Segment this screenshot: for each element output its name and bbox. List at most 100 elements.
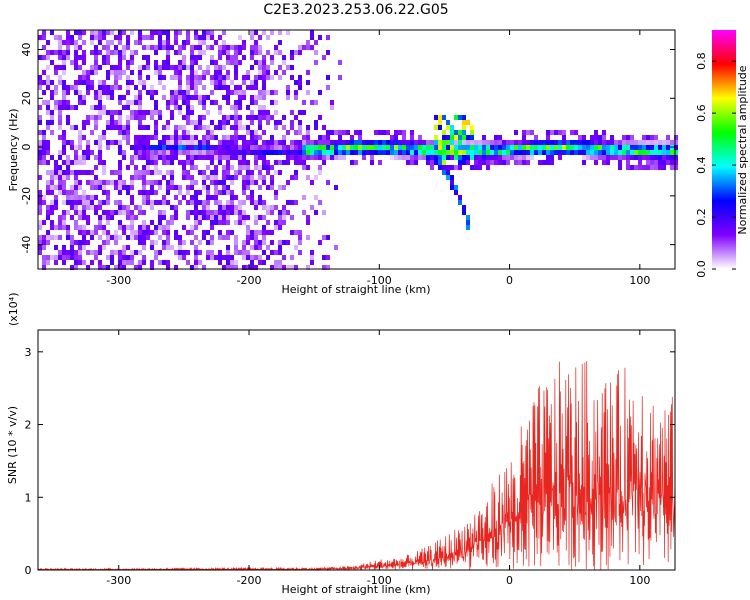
heatmap-cell xyxy=(510,155,514,160)
heatmap-cell xyxy=(394,150,398,155)
heatmap-cell xyxy=(594,135,598,140)
heatmap-cell xyxy=(86,150,90,155)
heatmap-cell xyxy=(50,60,54,65)
heatmap-cell xyxy=(118,185,122,190)
heatmap-cell xyxy=(438,150,442,155)
heatmap-cell xyxy=(654,145,658,150)
heatmap-cell xyxy=(298,160,302,165)
spectrogram-ylabel: Frequency (Hz) xyxy=(7,109,20,192)
heatmap-cell xyxy=(234,115,238,120)
heatmap-cell xyxy=(286,30,290,35)
heatmap-cell xyxy=(226,200,230,205)
heatmap-cell xyxy=(262,240,266,245)
heatmap-cell xyxy=(442,155,446,160)
heatmap-cell xyxy=(146,55,150,60)
heatmap-cell xyxy=(42,255,46,260)
heatmap-cell xyxy=(226,260,230,265)
heatmap-cell xyxy=(66,35,70,40)
heatmap-cell xyxy=(238,120,242,125)
heatmap-cell xyxy=(154,60,158,65)
heatmap-cell xyxy=(250,265,254,270)
heatmap-cell xyxy=(218,70,222,75)
heatmap-cell xyxy=(214,165,218,170)
heatmap-cell xyxy=(42,100,46,105)
heatmap-cell xyxy=(310,260,314,265)
heatmap-cell xyxy=(194,190,198,195)
heatmap-cell xyxy=(90,130,94,135)
heatmap-cell xyxy=(450,165,454,170)
heatmap-cell xyxy=(118,175,122,180)
heatmap-cell xyxy=(42,240,46,245)
heatmap-cell xyxy=(242,135,246,140)
heatmap-cell xyxy=(58,220,62,225)
heatmap-cell xyxy=(86,265,90,270)
heatmap-cell xyxy=(154,90,158,95)
heatmap-cell xyxy=(62,105,66,110)
heatmap-cell xyxy=(362,145,366,150)
heatmap-cell xyxy=(606,140,610,145)
heatmap-cell xyxy=(290,145,294,150)
heatmap-cell xyxy=(206,175,210,180)
heatmap-cell xyxy=(238,85,242,90)
heatmap-cell xyxy=(370,145,374,150)
heatmap-cell xyxy=(170,140,174,145)
heatmap-cell xyxy=(46,240,50,245)
heatmap-cell xyxy=(250,50,254,55)
heatmap-cell xyxy=(98,105,102,110)
heatmap-cell xyxy=(326,35,330,40)
heatmap-cell xyxy=(270,145,274,150)
heatmap-cell xyxy=(650,160,654,165)
heatmap-cell xyxy=(134,50,138,55)
heatmap-cell xyxy=(178,140,182,145)
heatmap-cell xyxy=(178,65,182,70)
heatmap-cell xyxy=(142,85,146,90)
heatmap-cell xyxy=(58,45,62,50)
heatmap-cell xyxy=(78,180,82,185)
heatmap-cell xyxy=(142,235,146,240)
heatmap-cell xyxy=(526,145,530,150)
heatmap-cell xyxy=(182,145,186,150)
heatmap-cell xyxy=(62,60,66,65)
heatmap-cell xyxy=(174,100,178,105)
heatmap-cell xyxy=(46,180,50,185)
heatmap-cell xyxy=(178,90,182,95)
heatmap-cell xyxy=(146,150,150,155)
heatmap-cell xyxy=(258,230,262,235)
heatmap-cell xyxy=(182,100,186,105)
heatmap-cell xyxy=(158,235,162,240)
heatmap-cell xyxy=(194,90,198,95)
heatmap-cell xyxy=(214,200,218,205)
heatmap-cell xyxy=(102,240,106,245)
heatmap-cell xyxy=(166,160,170,165)
heatmap-cell xyxy=(82,50,86,55)
heatmap-cell xyxy=(262,145,266,150)
heatmap-cell xyxy=(242,200,246,205)
heatmap-cell xyxy=(62,170,66,175)
heatmap-cell xyxy=(646,155,650,160)
heatmap-cell xyxy=(62,150,66,155)
heatmap-cell xyxy=(186,145,190,150)
heatmap-cell xyxy=(122,55,126,60)
heatmap-cell xyxy=(462,145,466,150)
heatmap-cell xyxy=(210,210,214,215)
heatmap-cell xyxy=(46,80,50,85)
heatmap-cell xyxy=(218,220,222,225)
heatmap-cell xyxy=(338,145,342,150)
heatmap-cell xyxy=(42,55,46,60)
heatmap-cell xyxy=(254,130,258,135)
heatmap-cell xyxy=(426,150,430,155)
heatmap-cell xyxy=(578,150,582,155)
heatmap-cell xyxy=(58,120,62,125)
heatmap-cell xyxy=(546,150,550,155)
heatmap-cell xyxy=(314,140,318,145)
heatmap-cell xyxy=(126,140,130,145)
heatmap-cell xyxy=(38,190,42,195)
heatmap-cell xyxy=(566,140,570,145)
heatmap-cell xyxy=(210,220,214,225)
heatmap-cell xyxy=(190,225,194,230)
heatmap-cell xyxy=(546,140,550,145)
heatmap-cell xyxy=(94,230,98,235)
heatmap-cell xyxy=(114,75,118,80)
